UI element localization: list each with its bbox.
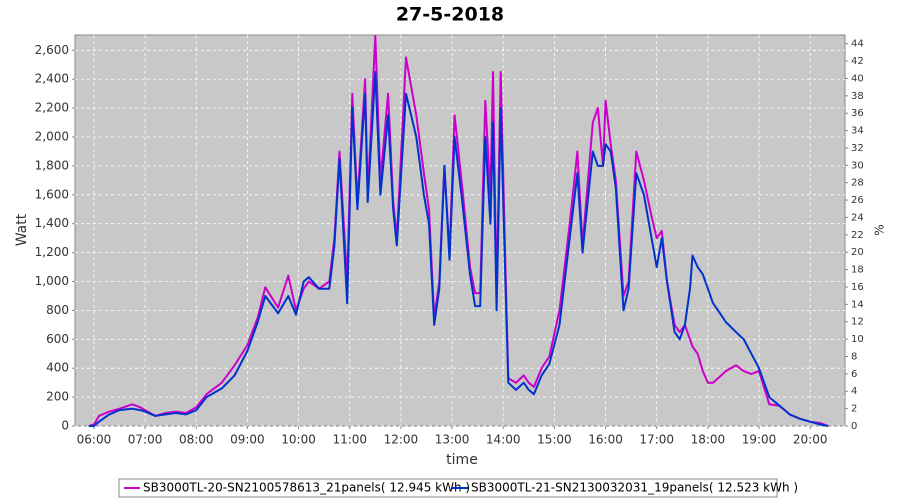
y2-tick-label: 26 (851, 195, 864, 206)
y-tick-label: 1,400 (35, 216, 69, 230)
y-tick-label: 1,000 (35, 274, 69, 288)
y2-tick-label: 6 (851, 369, 857, 380)
y2-tick-label: 40 (851, 73, 864, 84)
y2-tick-label: 10 (851, 334, 864, 345)
y-tick-label: 600 (46, 332, 69, 346)
x-tick-label: 06:00 (77, 433, 112, 447)
y2-tick-label: 8 (851, 351, 857, 362)
y-axis-label: Watt (14, 213, 30, 246)
y2-tick-label: 28 (851, 178, 864, 189)
y2-tick-label: 0 (851, 421, 857, 432)
y2-tick-label: 20 (851, 247, 864, 258)
y2-tick-label: 32 (851, 143, 864, 154)
x-tick-label: 11:00 (332, 433, 367, 447)
y2-axis-label: % (873, 224, 887, 235)
legend-label: SB3000TL-21-SN2130032031_19panels( 12.52… (471, 481, 798, 495)
x-tick-label: 20:00 (793, 433, 828, 447)
chart-title: 27-5-2018 (396, 4, 504, 26)
plot-area (74, 34, 846, 427)
x-axis-label: time (446, 452, 478, 468)
y-tick-label: 0 (61, 419, 69, 433)
y2-tick-label: 36 (851, 108, 864, 119)
y-tick-label: 2,600 (35, 43, 69, 57)
y2-tick-label: 16 (851, 282, 864, 293)
x-tick-label: 15:00 (537, 433, 572, 447)
x-tick-label: 16:00 (588, 433, 623, 447)
y2-tick-label: 14 (851, 299, 864, 310)
legend-label: SB3000TL-20-SN2100578613_21panels( 12.94… (143, 481, 470, 495)
y-tick-label: 2,400 (35, 72, 69, 86)
x-tick-label: 14:00 (486, 433, 521, 447)
y2-tick-label: 4 (851, 386, 857, 397)
y2-tick-label: 18 (851, 265, 864, 276)
x-tick-label: 19:00 (742, 433, 777, 447)
y2-tick-label: 42 (851, 56, 864, 67)
y-tick-label: 1,600 (35, 187, 69, 201)
legend-box (118, 478, 778, 498)
y-tick-label: 2,000 (35, 130, 69, 144)
y-tick-label: 800 (46, 303, 69, 317)
series-line (88, 71, 829, 427)
y-tick-label: 1,800 (35, 158, 69, 172)
y-tick-label: 2,200 (35, 101, 69, 115)
x-tick-label: 17:00 (639, 433, 674, 447)
y2-tick-label: 30 (851, 160, 864, 171)
x-tick-label: 09:00 (230, 433, 265, 447)
y-tick-label: 1,200 (35, 245, 69, 259)
series-line (88, 34, 829, 427)
y2-tick-label: 12 (851, 317, 864, 328)
y2-tick-label: 44 (851, 39, 864, 50)
x-tick-label: 10:00 (281, 433, 316, 447)
y2-tick-label: 2 (851, 404, 857, 415)
y2-tick-label: 34 (851, 126, 864, 137)
y2-tick-label: 24 (851, 212, 864, 223)
x-tick-label: 18:00 (691, 433, 726, 447)
y2-tick-label: 22 (851, 230, 864, 241)
x-tick-label: 08:00 (179, 433, 214, 447)
y-tick-label: 200 (46, 390, 69, 404)
y2-tick-label: 38 (851, 91, 864, 102)
x-tick-label: 13:00 (435, 433, 470, 447)
x-tick-label: 12:00 (384, 433, 419, 447)
y-tick-label: 400 (46, 361, 69, 375)
x-tick-label: 07:00 (128, 433, 163, 447)
